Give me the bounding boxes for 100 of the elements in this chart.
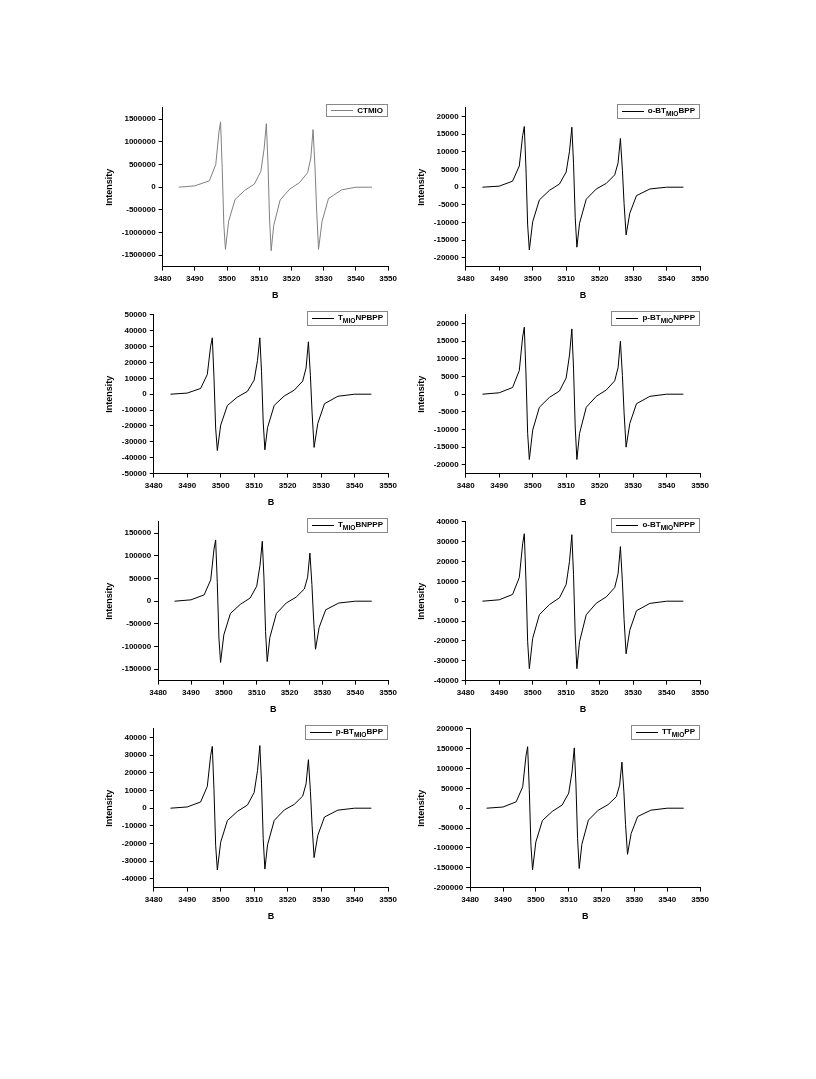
legend-label: TT$_{MIO}$PP: [661, 727, 695, 738]
x-tick-label: 3550: [379, 480, 398, 490]
x-tick-label: 3540: [346, 273, 366, 283]
y-axis-title: Intensity: [103, 375, 114, 413]
x-axis-title: B: [267, 497, 275, 508]
x-axis-title: B: [579, 497, 587, 508]
x-tick-label: 3530: [314, 273, 334, 283]
y-tick-label: -100000: [433, 843, 464, 853]
x-tick-label: 3530: [312, 480, 331, 490]
y-tick-label: -40000: [121, 452, 148, 462]
y-tick-label: 0: [142, 389, 148, 399]
x-tick-label: 3500: [218, 273, 237, 283]
y-tick-label: -20000: [433, 636, 460, 646]
x-tick-label: 3540: [657, 480, 677, 490]
x-tick-label: 3490: [490, 480, 509, 490]
x-tick-label: 3530: [313, 687, 332, 697]
y-tick-label: 20000: [436, 556, 460, 566]
x-tick-label: 3530: [624, 480, 643, 490]
x-tick-label: 3550: [691, 894, 710, 904]
y-axis-title: Intensity: [103, 582, 114, 620]
y-tick-label: 0: [458, 803, 464, 813]
x-tick-label: 3490: [490, 687, 509, 697]
legend-label: p-BT$_{MIO}$NPPP: [642, 313, 695, 324]
y-tick-label: -5000: [438, 200, 460, 210]
x-tick-label: 3480: [461, 894, 480, 904]
x-tick-label: 3480: [456, 273, 476, 283]
x-tick-label: 3500: [214, 687, 234, 697]
x-tick-label: 3530: [624, 687, 643, 697]
x-axis-title: B: [269, 704, 277, 715]
x-tick-label: 3510: [557, 480, 576, 490]
y-tick-label: -10000: [433, 616, 460, 626]
x-tick-label: 3540: [345, 480, 365, 490]
x-tick-label: 3550: [379, 273, 398, 283]
x-tick-label: 3480: [153, 273, 173, 283]
y-tick-label: 10000: [124, 373, 148, 383]
y-tick-label: -30000: [121, 437, 148, 447]
x-tick-label: 3550: [379, 687, 398, 697]
y-tick-label: -20000: [433, 459, 460, 469]
x-tick-label: 3520: [278, 480, 298, 490]
y-tick-label: 15000: [436, 129, 460, 139]
y-tick-label: -1500000: [121, 250, 157, 260]
y-tick-label: 1000000: [124, 137, 157, 147]
legend-label: o-BT$_{MIO}$NPPP: [642, 520, 695, 531]
y-tick-label: 1500000: [124, 114, 157, 124]
x-tick-label: 3520: [590, 687, 610, 697]
y-tick-label: 20000: [124, 768, 148, 778]
y-tick-label: 5000: [440, 371, 460, 381]
y-tick-label: -10000: [121, 405, 148, 415]
x-tick-label: 3490: [178, 480, 197, 490]
x-tick-label: 3550: [691, 480, 710, 490]
y-axis-title: Intensity: [415, 375, 426, 413]
x-tick-label: 3540: [346, 687, 365, 697]
y-axis-title: Intensity: [415, 168, 426, 206]
y-tick-label: 100000: [124, 551, 152, 561]
x-tick-label: 3530: [312, 894, 331, 904]
x-tick-label: 3540: [657, 273, 677, 283]
x-tick-label: 3550: [691, 687, 710, 697]
x-tick-label: 3490: [182, 687, 201, 697]
x-axis-title: B: [267, 911, 275, 922]
y-tick-label: -5000: [438, 407, 460, 417]
x-tick-label: 3490: [490, 273, 509, 283]
x-tick-label: 3490: [178, 894, 197, 904]
y-tick-label: 40000: [124, 325, 148, 335]
x-tick-label: 3510: [557, 273, 576, 283]
y-tick-label: -30000: [433, 655, 460, 665]
y-tick-label: -10000: [121, 821, 148, 831]
x-tick-label: 3500: [523, 687, 543, 697]
y-tick-label: -15000: [433, 442, 460, 452]
legend-label: T$_{MIO}$BNPPP: [337, 520, 383, 531]
x-axis-title: B: [579, 290, 587, 301]
y-tick-label: -10000: [433, 424, 460, 434]
x-tick-label: 3490: [185, 273, 205, 283]
x-tick-label: 3550: [691, 273, 710, 283]
x-tick-label: 3510: [250, 273, 269, 283]
y-tick-label: 50000: [128, 573, 152, 583]
y-tick-label: -500000: [126, 205, 157, 215]
x-tick-label: 3520: [282, 273, 301, 283]
x-tick-label: 3530: [624, 273, 643, 283]
y-tick-label: -20000: [433, 252, 460, 262]
y-tick-label: -40000: [433, 675, 460, 685]
y-tick-label: 20000: [124, 357, 148, 367]
y-tick-label: -50000: [438, 823, 464, 833]
x-tick-label: 3520: [280, 687, 299, 697]
legend-label: T$_{MIO}$NPBPP: [337, 313, 383, 324]
x-tick-label: 3500: [526, 894, 546, 904]
y-tick-label: 20000: [436, 111, 460, 121]
x-axis-title: B: [581, 911, 589, 922]
y-tick-label: 100000: [436, 763, 464, 773]
y-tick-label: 50000: [124, 310, 148, 319]
legend-label: CTMIO: [357, 106, 383, 115]
x-tick-label: 3550: [379, 894, 398, 904]
x-tick-label: 3480: [144, 894, 164, 904]
y-tick-label: 5000: [440, 164, 460, 174]
y-tick-label: 0: [146, 596, 152, 606]
y-tick-label: -15000: [433, 235, 460, 245]
y-tick-label: -30000: [121, 856, 148, 866]
y-tick-label: 0: [454, 596, 460, 606]
y-tick-label: 0: [454, 182, 460, 192]
x-tick-label: 3480: [144, 480, 164, 490]
y-tick-label: -150000: [121, 664, 152, 674]
